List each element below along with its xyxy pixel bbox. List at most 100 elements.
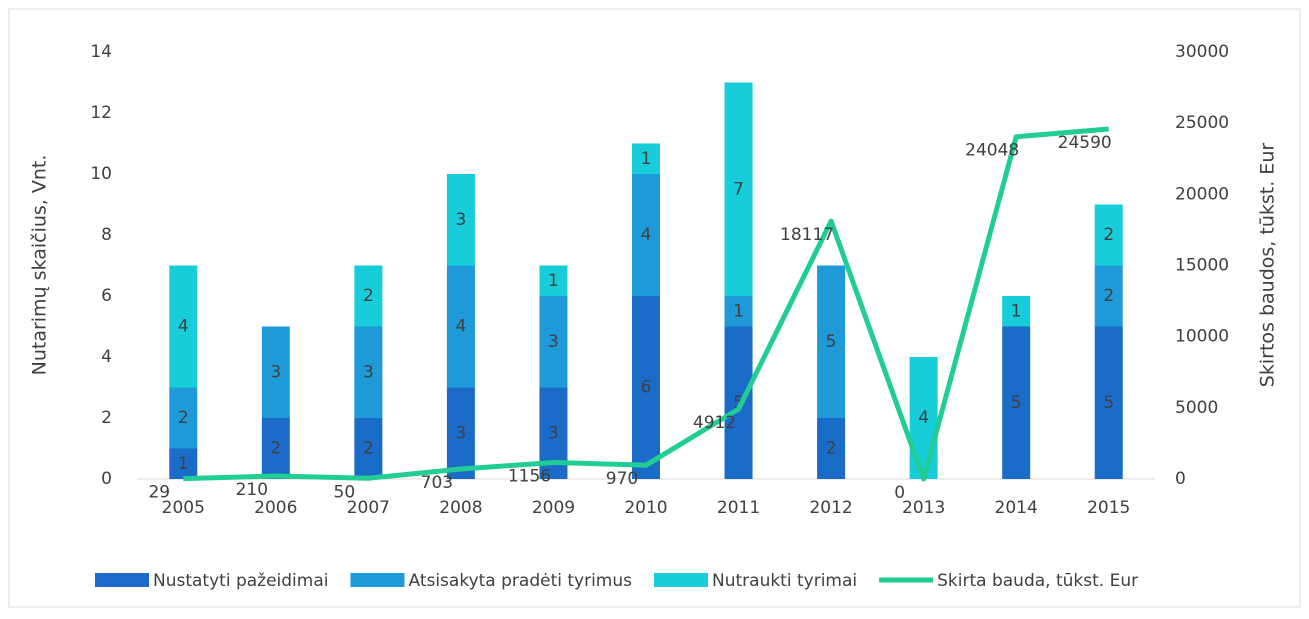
bar-segment <box>261 418 290 479</box>
y-tick-label: 0 <box>101 469 112 489</box>
bar-segment <box>446 174 475 266</box>
bar-segment <box>539 296 568 388</box>
bar-segment <box>817 418 846 479</box>
x-tick-label: 2012 <box>809 498 852 518</box>
bar-label: 4 <box>178 317 189 337</box>
bar-label: 5 <box>1011 393 1022 413</box>
line-label: 703 <box>421 473 453 493</box>
legend-label: Skirta bauda, tūkst. Eur <box>937 571 1138 591</box>
y2-tick-label: 20000 <box>1175 184 1229 204</box>
line-series <box>183 126 1109 482</box>
bar-label: 3 <box>548 332 559 352</box>
bar-label: 2 <box>1103 286 1114 306</box>
bar-label: 5 <box>1103 393 1114 413</box>
bar-segment <box>1094 204 1123 266</box>
bar-segment <box>261 326 290 418</box>
x-tick-label: 2007 <box>347 498 390 518</box>
bar-segment <box>632 296 660 479</box>
line-label: 29 <box>148 483 170 503</box>
y2-tick-label: 15000 <box>1175 256 1229 276</box>
legend-swatch <box>654 573 708 587</box>
bar-label: 4 <box>455 317 466 337</box>
bar-label: 1 <box>641 149 652 169</box>
line-label: 1156 <box>508 467 551 487</box>
y-tick-label: 14 <box>90 42 112 62</box>
legend-label: Atsisakyta pradėti tyrimus <box>408 571 632 591</box>
x-tick-label: 2010 <box>624 498 667 518</box>
bar-segment <box>354 418 383 479</box>
bar-segment <box>1002 296 1031 327</box>
line-label: 24590 <box>1058 133 1112 153</box>
bar-label: 2 <box>363 286 374 306</box>
bar-label: 2 <box>270 439 281 459</box>
x-tick-label: 2013 <box>902 498 945 518</box>
line-label: 970 <box>606 469 638 489</box>
bar-label: 2 <box>826 439 837 459</box>
bar-segment <box>446 387 475 479</box>
x-tick-label: 2006 <box>254 498 297 518</box>
line-label: 0 <box>894 483 905 503</box>
x-tick-label: 2008 <box>439 498 482 518</box>
x-tick-label: 2015 <box>1087 498 1130 518</box>
bar-label: 7 <box>733 179 744 199</box>
bar-label: 1 <box>733 301 744 321</box>
bar-label: 2 <box>363 439 374 459</box>
bar-segment <box>169 265 198 388</box>
bar-label: 1 <box>178 454 189 474</box>
x-tick-label: 2009 <box>532 498 575 518</box>
y2-tick-label: 30000 <box>1175 42 1229 62</box>
x-tick-label: 2014 <box>995 498 1038 518</box>
line-label: 210 <box>236 480 268 500</box>
y-tick-label: 12 <box>90 103 112 123</box>
bar-segment <box>1002 326 1031 479</box>
legend-swatch <box>350 573 405 587</box>
bar-label: 1 <box>1011 301 1022 321</box>
bar-segment <box>169 448 198 479</box>
legend-label: Nutraukti tyrimai <box>712 571 857 591</box>
bar-segment <box>724 296 753 327</box>
bar-label: 5 <box>733 393 744 413</box>
bar-label: 4 <box>641 225 652 245</box>
bar-segment <box>724 82 753 296</box>
bar-segment <box>539 265 568 296</box>
line-label: 50 <box>334 482 356 502</box>
bar-label: 3 <box>455 423 466 443</box>
y-tick-label: 8 <box>101 225 112 245</box>
bar-label: 3 <box>455 210 466 230</box>
bar-segment <box>632 143 660 174</box>
bar-label: 5 <box>826 332 837 352</box>
legend-swatch <box>95 573 149 587</box>
line-label: 18117 <box>780 225 834 245</box>
y-tick-label: 4 <box>101 347 112 367</box>
y2-axis-title: Skirtos baudos, tūkst. Eur <box>1257 143 1279 388</box>
bar-segment <box>1094 326 1123 479</box>
y-tick-label: 6 <box>101 286 112 306</box>
bar-label: 4 <box>918 408 929 428</box>
bar-label: 3 <box>363 362 374 382</box>
bar-segment <box>169 387 198 449</box>
bar-segment <box>354 326 383 418</box>
y-tick-label: 2 <box>101 408 112 428</box>
line-label: 24048 <box>965 141 1019 161</box>
y2-tick-label: 25000 <box>1175 113 1229 133</box>
bar-segment <box>632 174 660 296</box>
bar-segment <box>1094 265 1123 327</box>
bar-segment <box>817 265 846 418</box>
bar-label: 3 <box>270 362 281 382</box>
y-tick-label: 10 <box>90 164 112 184</box>
bar-segment <box>724 326 753 479</box>
line-label: 4912 <box>693 413 736 433</box>
y2-tick-label: 0 <box>1175 469 1186 489</box>
legend-label: Nustatyti pažeidimai <box>153 571 328 591</box>
y2-tick-label: 10000 <box>1175 327 1229 347</box>
bar-label: 1 <box>548 271 559 291</box>
bar-label: 2 <box>178 408 189 428</box>
y2-tick-label: 5000 <box>1175 398 1218 418</box>
y-axis-title: Nutarimų skaičius, Vnt. <box>29 155 51 376</box>
x-tick-label: 2011 <box>717 498 760 518</box>
bar-segment <box>354 265 383 327</box>
bar-label: 2 <box>1103 225 1114 245</box>
bar-segment <box>446 265 475 388</box>
bar-label: 3 <box>548 423 559 443</box>
